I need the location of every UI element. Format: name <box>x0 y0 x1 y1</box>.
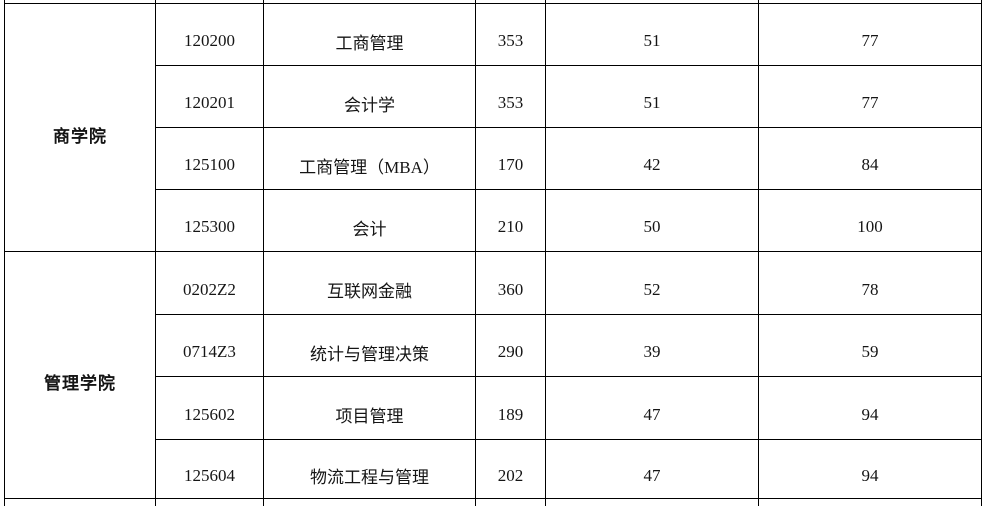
code-cell: 125300 <box>155 189 264 252</box>
score-cell-total: 202 <box>475 439 546 499</box>
score-cell-double: 59 <box>758 314 982 377</box>
score-cell-double: 77 <box>758 65 982 128</box>
table-row-partial-bottom <box>4 498 982 506</box>
score-cell-double <box>758 498 982 506</box>
score-cell-single: 51 <box>545 65 759 128</box>
score-cell-single: 52 <box>545 251 759 315</box>
code-cell: 125604 <box>155 439 264 499</box>
score-cell-total <box>475 498 546 506</box>
table-row: 125604 物流工程与管理 202 47 94 <box>5 439 982 499</box>
table-row: 125300 会计 210 50 100 <box>5 189 982 252</box>
major-cell: 会计 <box>263 189 476 252</box>
college-cell: 商学院 <box>4 3 156 252</box>
code-cell: 125100 <box>155 127 264 190</box>
table-row: 120201 会计学 353 51 77 <box>5 65 982 128</box>
code-cell: 125602 <box>155 376 264 440</box>
score-cell-single: 47 <box>545 439 759 499</box>
admission-score-table: 商学院 120200 工商管理 353 51 77 120201 会计学 353… <box>4 0 982 506</box>
major-cell: 工商管理（MBA） <box>263 127 476 190</box>
score-cell-single: 50 <box>545 189 759 252</box>
score-cell-double: 77 <box>758 3 982 66</box>
table-row: 125602 项目管理 189 47 94 <box>5 376 982 440</box>
table-row: 商学院 120200 工商管理 353 51 77 <box>4 3 982 252</box>
major-cell: 统计与管理决策 <box>263 314 476 377</box>
score-cell-total: 189 <box>475 376 546 440</box>
score-cell-total: 210 <box>475 189 546 252</box>
score-cell-single: 39 <box>545 314 759 377</box>
major-cell <box>263 498 476 506</box>
table-row: 0714Z3 统计与管理决策 290 39 59 <box>5 314 982 377</box>
code-cell <box>155 498 264 506</box>
major-cell: 工商管理 <box>263 3 476 66</box>
college-cell <box>4 498 156 506</box>
major-cell: 项目管理 <box>263 376 476 440</box>
code-cell: 0714Z3 <box>155 314 264 377</box>
score-cell-total: 353 <box>475 65 546 128</box>
score-cell-double: 84 <box>758 127 982 190</box>
major-cell: 会计学 <box>263 65 476 128</box>
table-row: 管理学院 0202Z2 互联网金融 360 52 78 <box>4 251 982 499</box>
score-cell-double: 94 <box>758 439 982 499</box>
score-cell-double: 100 <box>758 189 982 252</box>
score-cell-single: 47 <box>545 376 759 440</box>
score-cell-single <box>545 498 759 506</box>
code-cell: 120201 <box>155 65 264 128</box>
score-cell-double: 94 <box>758 376 982 440</box>
score-cell-total: 353 <box>475 3 546 66</box>
college-cell: 管理学院 <box>4 251 156 499</box>
code-cell: 120200 <box>155 3 264 66</box>
major-cell: 互联网金融 <box>263 251 476 315</box>
score-cell-single: 42 <box>545 127 759 190</box>
score-cell-total: 170 <box>475 127 546 190</box>
score-cell-double: 78 <box>758 251 982 315</box>
score-cell-single: 51 <box>545 3 759 66</box>
score-cell-total: 360 <box>475 251 546 315</box>
score-cell-total: 290 <box>475 314 546 377</box>
major-cell: 物流工程与管理 <box>263 439 476 499</box>
code-cell: 0202Z2 <box>155 251 264 315</box>
